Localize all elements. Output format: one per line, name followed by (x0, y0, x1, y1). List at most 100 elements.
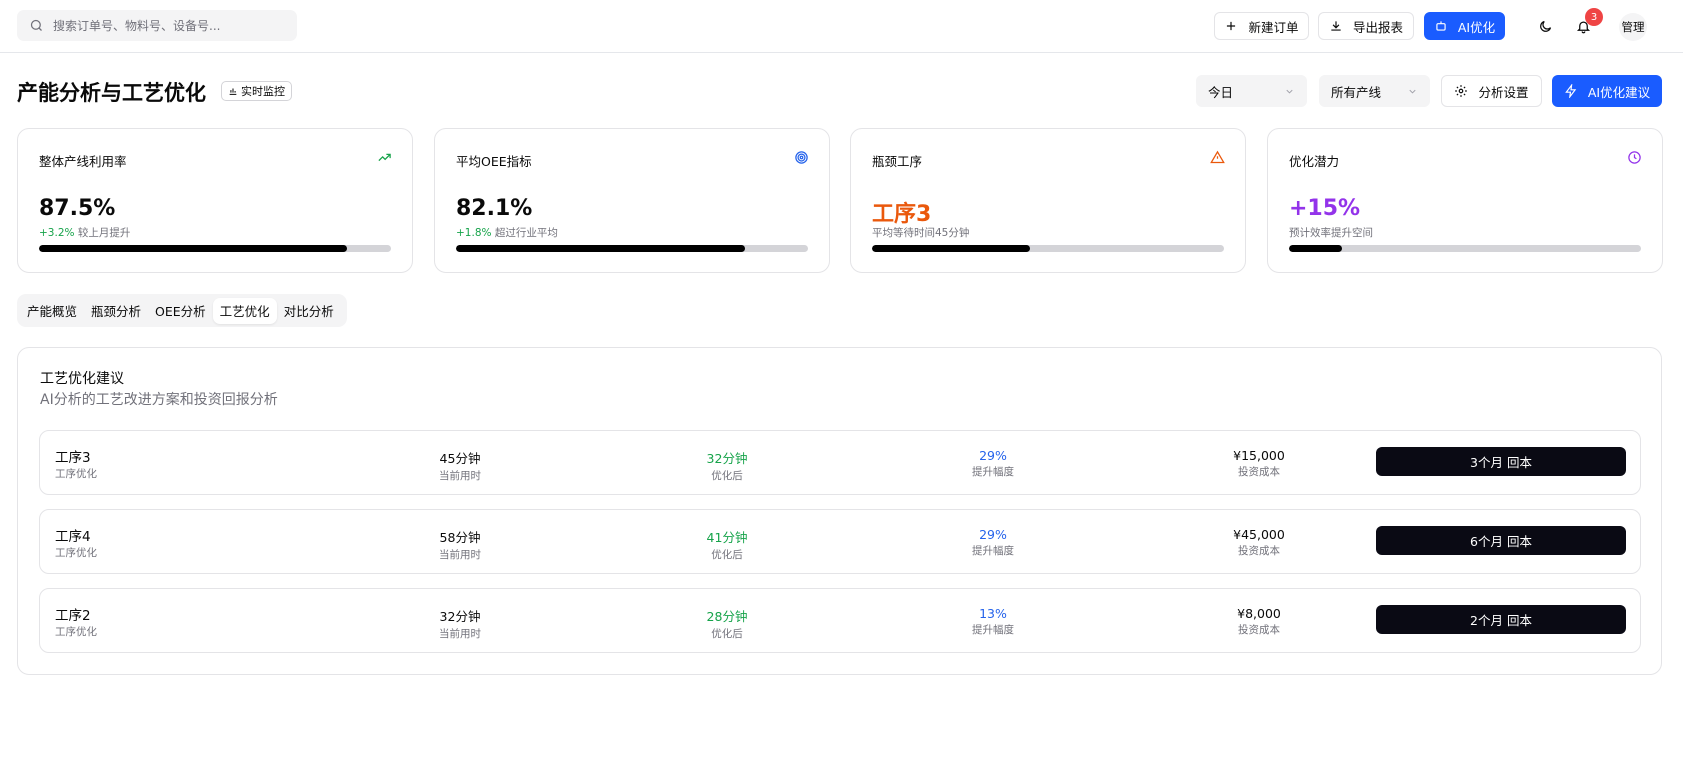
optimized-time: 41分钟 优化后 (667, 527, 787, 562)
current-time-value: 32分钟 (439, 609, 481, 624)
current-time-value: 45分钟 (439, 451, 481, 466)
optimized-time: 32分钟 优化后 (667, 448, 787, 483)
optimized-time-label: 优化后 (711, 549, 743, 561)
analysis-settings-label: 分析设置 (1478, 84, 1529, 100)
download-icon (1331, 21, 1341, 31)
improvement-value: 13% (979, 606, 1007, 621)
card-label: 优化潜力 (1289, 154, 1340, 169)
current-time-label: 当前用时 (439, 470, 481, 482)
bell-icon (1576, 21, 1590, 33)
improvement: 29% 提升幅度 (933, 527, 1053, 558)
ai-optimize-button[interactable]: AI优化 (1424, 12, 1505, 40)
panel-title: 工艺优化建议 (40, 371, 124, 387)
investment-cost: ¥8,000 投资成本 (1199, 606, 1319, 637)
process-type: 工序优化 (55, 547, 97, 559)
payback-button[interactable]: 2个月 回本 (1376, 605, 1626, 634)
ai-suggest-label: AI优化建议 (1587, 84, 1651, 100)
gear-icon (1455, 85, 1468, 97)
tab-oee[interactable]: OEE分析 (155, 304, 206, 319)
improvement-label: 提升幅度 (972, 466, 1014, 478)
list-item: 工序3 工序优化 45分钟 当前用时 32分钟 优化后 29% 提升幅度 ¥15… (39, 430, 1641, 495)
tab-overview[interactable]: 产能概览 (27, 304, 78, 319)
theme-toggle-button[interactable] (1532, 13, 1558, 39)
investment-cost: ¥45,000 投资成本 (1199, 527, 1319, 558)
card-label: 瓶颈工序 (872, 154, 923, 169)
payback-button[interactable]: 3个月 回本 (1376, 447, 1626, 476)
optimized-time-value: 32分钟 (706, 451, 748, 466)
bot-icon (1436, 21, 1446, 31)
stat-card-utilization: 整体产线利用率 87.5% +3.2% 较上月提升 (17, 128, 413, 273)
progress-bar (1289, 245, 1641, 252)
card-change: +3.2% (39, 227, 75, 239)
card-note: 平均等待时间45分钟 (872, 227, 970, 239)
card-note-text: 超过行业平均 (494, 227, 558, 239)
card-note-text: 较上月提升 (77, 227, 131, 239)
ai-suggest-button[interactable]: AI优化建议 (1552, 75, 1662, 107)
search-input[interactable]: 搜索订单号、物料号、设备号... (17, 10, 297, 41)
stat-card-potential: 优化潜力 +15% 预计效率提升空间 (1267, 128, 1663, 273)
improvement-value: 29% (979, 527, 1007, 542)
period-select[interactable]: 今日 (1196, 75, 1307, 107)
card-value: 工序3 (872, 202, 932, 227)
progress-fill (456, 245, 745, 252)
current-time-label: 当前用时 (439, 549, 481, 561)
period-select-value: 今日 (1208, 84, 1234, 100)
stat-card-bottleneck: 瓶颈工序 工序3 平均等待时间45分钟 (850, 128, 1246, 273)
top-bar: 搜索订单号、物料号、设备号... 新建订单 导出报表 AI优化 3 管理 (0, 0, 1683, 53)
lightning-icon (1565, 84, 1577, 98)
bar-chart-icon (229, 88, 237, 95)
optimized-time-value: 41分钟 (706, 530, 748, 545)
ai-optimize-label: AI优化 (1457, 19, 1496, 35)
card-label: 整体产线利用率 (39, 154, 127, 169)
analysis-settings-button[interactable]: 分析设置 (1441, 75, 1542, 107)
investment-cost: ¥15,000 投资成本 (1199, 448, 1319, 479)
search-placeholder: 搜索订单号、物料号、设备号... (53, 19, 221, 33)
optimized-time-label: 优化后 (711, 628, 743, 640)
progress-bar (872, 245, 1224, 252)
tab-bottleneck[interactable]: 瓶颈分析 (91, 304, 142, 319)
process-name: 工序2 (55, 608, 91, 624)
new-order-label: 新建订单 (1248, 19, 1299, 35)
line-select[interactable]: 所有产线 (1319, 75, 1430, 107)
card-change: +1.8% (456, 227, 492, 239)
process-name: 工序4 (55, 529, 91, 545)
investment-cost-label: 投资成本 (1238, 545, 1280, 557)
list-item: 工序4 工序优化 58分钟 当前用时 41分钟 优化后 29% 提升幅度 ¥45… (39, 509, 1641, 574)
card-label: 平均OEE指标 (456, 154, 532, 169)
avatar[interactable]: 管理 (1619, 13, 1647, 41)
card-value: 87.5% (39, 196, 116, 221)
chevron-down-icon (1409, 89, 1416, 94)
trending-up-icon (378, 153, 391, 162)
export-report-button[interactable]: 导出报表 (1318, 12, 1414, 40)
realtime-badge: 实时监控 (221, 81, 292, 101)
panel-description: AI分析的工艺改进方案和投资回报分析 (40, 392, 278, 408)
card-value: 82.1% (456, 196, 533, 221)
new-order-button[interactable]: 新建订单 (1214, 12, 1309, 40)
progress-fill (872, 245, 1031, 252)
current-time-value: 58分钟 (439, 530, 481, 545)
plus-icon (1227, 21, 1236, 31)
payback-button[interactable]: 6个月 回本 (1376, 526, 1626, 555)
card-note: 预计效率提升空间 (1289, 227, 1373, 239)
realtime-badge-label: 实时监控 (241, 85, 285, 98)
moon-icon (1539, 20, 1551, 32)
current-time-label: 当前用时 (439, 628, 481, 640)
investment-cost-label: 投资成本 (1238, 624, 1280, 636)
export-report-label: 导出报表 (1352, 19, 1403, 35)
optimized-time-label: 优化后 (711, 470, 743, 482)
investment-cost-value: ¥8,000 (1237, 606, 1281, 621)
progress-bar (39, 245, 391, 252)
page-title: 产能分析与工艺优化 (17, 81, 206, 105)
clock-icon (1628, 151, 1641, 164)
target-icon (795, 151, 808, 164)
tab-comparison[interactable]: 对比分析 (283, 304, 334, 319)
notifications-button[interactable] (1570, 13, 1596, 39)
progress-fill (1289, 245, 1342, 252)
chevron-down-icon (1286, 89, 1293, 94)
tab-process-optimization[interactable]: 工艺优化 (212, 297, 277, 324)
card-note: +1.8% 超过行业平均 (456, 225, 558, 240)
improvement: 13% 提升幅度 (933, 606, 1053, 637)
optimized-time-value: 28分钟 (706, 609, 748, 624)
process-type: 工序优化 (55, 468, 97, 480)
list-item: 工序2 工序优化 32分钟 当前用时 28分钟 优化后 13% 提升幅度 ¥8,… (39, 588, 1641, 653)
